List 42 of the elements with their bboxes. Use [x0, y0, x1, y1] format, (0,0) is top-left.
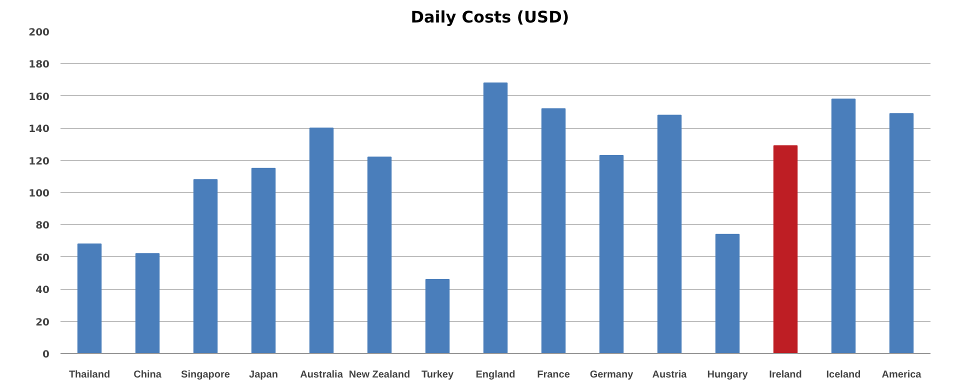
x-tick-label: Australia: [300, 370, 344, 380]
y-tick-label: 40: [36, 285, 50, 296]
x-tick-label: New Zealand: [348, 370, 410, 380]
x-tick-label: England: [476, 370, 516, 380]
x-tick-label: Germany: [590, 370, 634, 380]
x-tick-label: Japan: [249, 370, 278, 380]
x-tick-label: Thailand: [68, 370, 110, 380]
bar: [425, 278, 450, 354]
y-tick-label: 60: [36, 252, 50, 264]
bar: [657, 114, 682, 354]
y-tick-label: 20: [36, 317, 50, 328]
bar: [367, 156, 392, 354]
x-tick-label: China: [134, 370, 162, 380]
bar: [77, 244, 102, 354]
bar: [599, 154, 624, 354]
y-tick-label: 180: [28, 60, 50, 71]
x-tick-label: Singapore: [181, 370, 230, 380]
x-tick-label: Turkey: [421, 370, 454, 380]
bar: [715, 234, 740, 354]
bar: [251, 168, 276, 354]
bar: [135, 253, 160, 354]
x-tick-label: Ireland: [769, 370, 802, 380]
chart-title: Daily Costs (USD): [410, 8, 570, 26]
x-tick-label: America: [882, 370, 922, 380]
y-tick-label: 120: [28, 156, 50, 168]
x-tick-label: Iceland: [826, 370, 861, 380]
bar: [483, 82, 508, 354]
y-tick-label: 100: [28, 188, 50, 200]
bar: [193, 179, 218, 354]
y-tick-label: 0: [42, 350, 50, 360]
bar: [309, 128, 334, 354]
bar: [541, 108, 566, 354]
x-tick-label: France: [537, 370, 570, 380]
x-tick-label: Hungary: [707, 370, 748, 380]
y-tick-label: 80: [36, 220, 50, 232]
y-tick-label: 200: [28, 28, 50, 38]
bar: [831, 98, 856, 354]
x-tick-label: Austria: [652, 370, 688, 380]
y-tick-label: 140: [28, 124, 50, 136]
bar: [889, 113, 914, 354]
y-tick-label: 160: [28, 92, 50, 103]
bar: [773, 145, 798, 354]
